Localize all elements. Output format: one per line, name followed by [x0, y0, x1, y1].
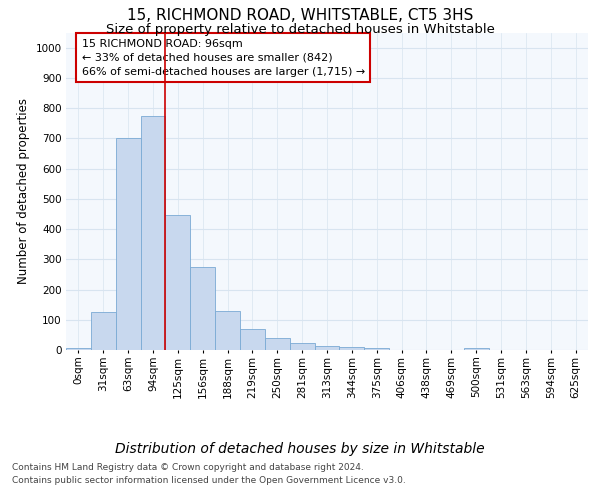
Text: 15, RICHMOND ROAD, WHITSTABLE, CT5 3HS: 15, RICHMOND ROAD, WHITSTABLE, CT5 3HS [127, 8, 473, 22]
Bar [91, 312, 116, 350]
Bar [265, 338, 290, 350]
Bar [290, 344, 314, 350]
Bar [116, 138, 140, 350]
Bar [464, 348, 488, 350]
Text: 15 RICHMOND ROAD: 96sqm
← 33% of detached houses are smaller (842)
66% of semi-d: 15 RICHMOND ROAD: 96sqm ← 33% of detache… [82, 39, 365, 77]
Text: Distribution of detached houses by size in Whitstable: Distribution of detached houses by size … [115, 442, 485, 456]
Text: Contains public sector information licensed under the Open Government Licence v3: Contains public sector information licen… [12, 476, 406, 485]
Text: Size of property relative to detached houses in Whitstable: Size of property relative to detached ho… [106, 22, 494, 36]
Bar [190, 267, 215, 350]
Y-axis label: Number of detached properties: Number of detached properties [17, 98, 30, 284]
Text: Contains HM Land Registry data © Crown copyright and database right 2024.: Contains HM Land Registry data © Crown c… [12, 464, 364, 472]
Bar [215, 310, 240, 350]
Bar [314, 346, 340, 350]
Bar [66, 348, 91, 350]
Bar [166, 216, 190, 350]
Bar [240, 329, 265, 350]
Bar [364, 348, 389, 350]
Bar [140, 116, 166, 350]
Bar [340, 347, 364, 350]
